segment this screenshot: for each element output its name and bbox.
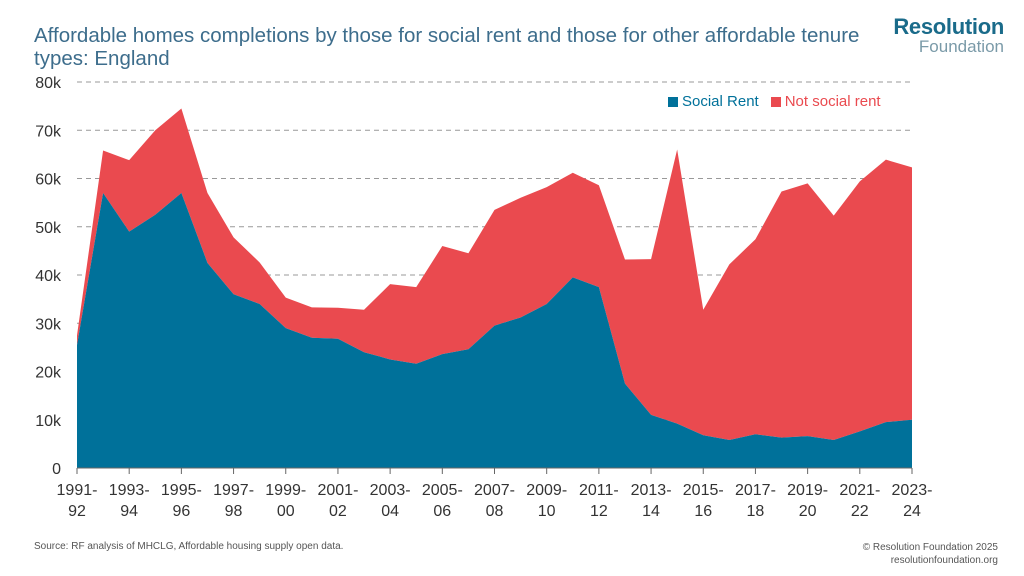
y-tick-label: 30k bbox=[35, 316, 62, 333]
legend-label-social-rent: Social Rent bbox=[682, 93, 759, 110]
area-social-rent bbox=[77, 192, 912, 468]
website-line: resolutionfoundation.org bbox=[890, 555, 998, 566]
x-tick-label: 2005-06 bbox=[422, 482, 463, 520]
source-note: Source: RF analysis of MHCLG, Affordable… bbox=[34, 541, 344, 552]
x-tick-label: 2017-18 bbox=[735, 482, 776, 520]
copyright-line: © Resolution Foundation 2025 bbox=[862, 542, 998, 553]
copyright-note: © Resolution Foundation 2025 resolutionf… bbox=[863, 541, 998, 567]
chart-title: Affordable homes completions by those fo… bbox=[34, 24, 860, 70]
legend-swatch-not-social-rent bbox=[770, 96, 781, 107]
logo-line1: Resolution bbox=[893, 14, 1004, 39]
y-tick-label: 20k bbox=[35, 365, 62, 382]
legend-label-not-social-rent: Not social rent bbox=[784, 93, 881, 110]
x-tick-label: 2021-22 bbox=[839, 482, 880, 520]
y-tick-label: 60k bbox=[35, 172, 62, 189]
x-tick-label: 1991-92 bbox=[57, 482, 98, 520]
x-tick-label: 2001-02 bbox=[317, 482, 358, 520]
x-tick-label: 1999-00 bbox=[265, 482, 306, 520]
x-tick-label: 2015-16 bbox=[683, 482, 724, 520]
y-tick-label: 70k bbox=[35, 123, 62, 140]
legend-item-not-social-rent: Not social rent bbox=[770, 93, 881, 110]
x-tick-label: 2009-10 bbox=[526, 482, 567, 520]
logo-line2: Foundation bbox=[918, 37, 1004, 56]
x-tick-label: 2003-04 bbox=[370, 482, 411, 520]
x-tick-label: 2011-12 bbox=[579, 482, 619, 520]
x-tick-label: 2007-08 bbox=[474, 482, 515, 520]
y-tick-label: 10k bbox=[35, 413, 62, 430]
areas bbox=[77, 108, 912, 468]
legend-swatch-social-rent bbox=[668, 96, 678, 107]
legend-item-social-rent: Social Rent bbox=[668, 93, 759, 110]
x-tick-label: 2023-24 bbox=[892, 482, 933, 520]
y-tick-label: 80k bbox=[35, 75, 62, 92]
y-tick-label: 40k bbox=[35, 268, 62, 285]
x-tick-label: 1993-94 bbox=[109, 482, 150, 520]
y-tick-label: 50k bbox=[35, 220, 62, 237]
legend: Social Rent Not social rent bbox=[668, 93, 887, 110]
y-tick-label: 0 bbox=[52, 461, 61, 478]
x-tick-label: 1997-98 bbox=[213, 482, 254, 520]
area-not-social-rent bbox=[77, 108, 912, 441]
x-tick-label: 2019-20 bbox=[787, 482, 828, 520]
resolution-foundation-logo: Resolution Foundation bbox=[893, 16, 1004, 56]
axes: 0 10k 20k 30k 40k 50k 60k 70k 80k 1991-92 1993-94 1… bbox=[35, 75, 932, 520]
x-tick-label: 2013-14 bbox=[631, 482, 672, 520]
x-tick-label: 1995-96 bbox=[161, 482, 202, 520]
